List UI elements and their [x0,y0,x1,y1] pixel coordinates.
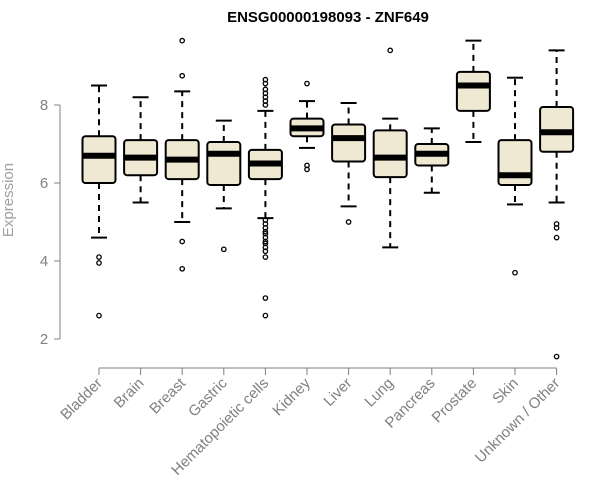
x-tick-label: Prostate [429,375,481,427]
outlier-point [262,312,269,319]
box-group [331,102,367,225]
outlier-point [553,353,560,360]
plot-area [81,37,575,360]
outlier-point [553,234,560,241]
x-tick-label: Kidney [269,374,314,419]
y-tick-label: 6 [40,175,48,192]
outlier-point [512,269,518,276]
chart-title: ENSG00000198093 - ZNF649 [227,9,429,26]
box-group [539,49,575,360]
x-tick-label: Bladder [57,375,106,424]
x-tick-label: Liver [320,375,355,410]
box-group [81,84,117,319]
box-group [414,127,450,194]
box-group [123,96,159,204]
outlier-point [262,295,269,301]
outlier-point [262,254,269,260]
y-tick-label: 2 [40,331,48,348]
outlier-point [262,102,269,108]
box-group [206,119,242,253]
outlier-point [262,80,269,87]
x-tick-label: Skin [489,375,522,408]
iqr-box [372,129,408,179]
iqr-box [331,123,367,163]
outlier-point [553,225,560,231]
outlier-point [304,166,310,173]
iqr-box [206,141,242,186]
box-group [497,76,533,276]
outlier-point [179,37,186,44]
y-tick-label: 8 [40,97,48,114]
box-group [164,37,200,272]
x-tick-label: Breast [146,374,189,417]
outlier-point [262,238,269,245]
outlier-point [220,246,227,253]
outlier-point [179,265,186,272]
outlier-point [96,254,102,260]
iqr-box [497,139,533,186]
outlier-point [304,80,310,87]
outlier-point [262,248,269,255]
box-group [289,80,325,173]
outlier-point [262,228,269,235]
box-group [455,39,491,144]
outlier-point [96,312,102,319]
y-axis-label: Expression [0,163,17,237]
x-tick-label: Brain [111,375,148,412]
iqr-box [455,70,491,112]
y-tick-label: 4 [40,253,48,270]
box-group [372,47,408,249]
outlier-point [345,219,352,225]
x-tick-label: Lung [361,375,397,411]
outlier-point [179,238,186,245]
outlier-point [179,72,186,79]
box-group [247,76,283,319]
iqr-box [81,135,117,184]
outlier-point [387,47,394,54]
outlier-point [96,260,102,266]
